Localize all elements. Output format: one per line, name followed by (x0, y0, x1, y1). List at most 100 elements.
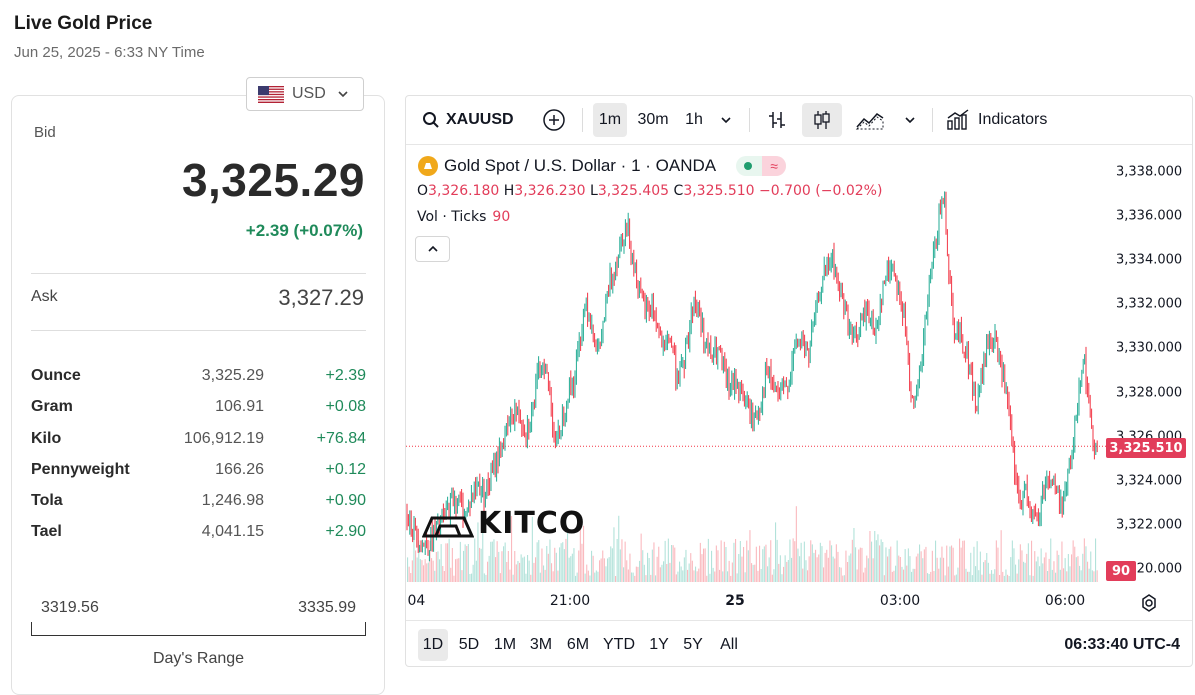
indicators-button[interactable]: Indicators (942, 103, 1070, 137)
volume-bar (832, 556, 834, 582)
volume-bar (643, 564, 645, 582)
volume-bar (778, 563, 780, 582)
volume-bar (479, 547, 481, 582)
volume-bar (754, 564, 756, 582)
volume-bar (589, 575, 591, 582)
chart-clock: 06:33:40 UTC-4 (1064, 636, 1180, 653)
symbol-search-button[interactable]: XAUUSD (418, 103, 522, 137)
market-status-pill[interactable]: ≈ (736, 156, 787, 176)
volume-bar (759, 545, 761, 582)
volume-bar (669, 562, 671, 582)
compare-symbol-button[interactable] (539, 103, 569, 137)
day-range-low: 3319.56 (41, 599, 99, 616)
range-1y[interactable]: 1Y (649, 636, 669, 653)
volume-bar (1034, 551, 1036, 582)
volume-bar (565, 538, 567, 582)
volume-bar (727, 571, 729, 582)
volume-bar (1071, 554, 1073, 582)
volume-bar (712, 567, 714, 582)
volume-bar (659, 567, 661, 582)
unit-name: Pennyweight (31, 460, 130, 478)
volume-bar (1056, 550, 1058, 582)
volume-bar (682, 570, 684, 582)
volume-bar (571, 553, 573, 582)
volume-bar (1019, 544, 1021, 582)
volume-bar (835, 544, 837, 582)
range-1m[interactable]: 1M (493, 636, 517, 653)
volume-bar (922, 558, 924, 582)
interval-30m[interactable]: 30m (637, 111, 669, 128)
volume-bar (968, 571, 970, 582)
bid-label: Bid (34, 124, 56, 141)
area-style-button[interactable] (852, 103, 888, 137)
volume-bar (807, 570, 809, 582)
volume-bar (981, 574, 983, 582)
time-axis[interactable]: :04 21:00 25 03:00 06:00 (406, 586, 1192, 618)
price-axis[interactable]: 3,338.000 3,336.000 3,334.000 3,332.000 … (1106, 144, 1192, 586)
toolbar-separator (932, 108, 933, 132)
volume-bar (959, 538, 961, 582)
volume-bar (746, 540, 748, 582)
day-range-high: 3335.99 (298, 599, 356, 616)
volume-bar (651, 549, 653, 582)
volume-bar (595, 570, 597, 582)
volume-bar (1032, 575, 1034, 582)
volume-bar (888, 548, 890, 582)
volume-bar (1080, 570, 1082, 582)
volume-bar (735, 539, 737, 582)
currency-select[interactable]: USD (246, 77, 364, 111)
interval-1h[interactable]: 1h (685, 111, 703, 128)
volume-bar (509, 569, 511, 582)
volume-bar (767, 566, 769, 582)
range-5d[interactable]: 5D (458, 636, 480, 653)
collapse-legend-button[interactable] (415, 236, 450, 262)
price-tick: 3,322.000 (1116, 517, 1183, 533)
volume-bar (677, 571, 679, 582)
volume-bar (466, 546, 468, 582)
range-3m[interactable]: 3M (529, 636, 553, 653)
volume-bar (602, 550, 604, 582)
range-1d[interactable]: 1D (418, 629, 448, 661)
volume-bar (831, 545, 833, 582)
interval-1m[interactable]: 1m (593, 103, 627, 137)
unit-change: +0.08 (325, 398, 366, 416)
volume-bar (906, 565, 908, 582)
range-6m[interactable]: 6M (566, 636, 590, 653)
volume-bar (851, 539, 853, 582)
settings-gear-icon[interactable] (1139, 593, 1159, 613)
unit-name: Kilo (31, 429, 62, 447)
volume-bar (1074, 546, 1076, 582)
indicators-label: Indicators (978, 111, 1048, 128)
volume-bar (530, 574, 532, 582)
volume-bar (819, 542, 821, 582)
volume-bar (621, 539, 623, 582)
range-all[interactable]: All (720, 636, 738, 653)
volume-bar (408, 566, 410, 582)
volume-bar (658, 546, 660, 582)
range-5y[interactable]: 5Y (683, 636, 703, 653)
volume-bar (741, 556, 743, 582)
volume-bar (688, 563, 690, 582)
volume-bar (587, 570, 589, 582)
volume-bar (962, 540, 964, 582)
interval-dropdown-button[interactable] (714, 103, 738, 137)
volume-bar (592, 555, 594, 582)
price-chart-plot[interactable] (406, 144, 1192, 586)
low-value: 3,325.405 (597, 183, 670, 199)
volume-bar (1053, 561, 1055, 582)
volume-bar (1040, 548, 1042, 582)
volume-bar (570, 556, 572, 582)
volume-bar (1043, 557, 1045, 582)
volume-bar (903, 569, 905, 582)
range-ytd[interactable]: YTD (603, 636, 635, 653)
volume-bar (431, 558, 433, 582)
volume-bar (674, 547, 676, 582)
chart-style-dropdown[interactable] (898, 103, 922, 137)
volume-bar (1050, 538, 1052, 582)
volume-bar (1003, 575, 1005, 582)
unit-price: 1,246.98 (201, 492, 264, 510)
bars-style-button[interactable] (760, 103, 794, 137)
candles-style-button[interactable] (802, 103, 842, 137)
volume-bar (642, 550, 644, 582)
volume-bar (578, 550, 580, 582)
